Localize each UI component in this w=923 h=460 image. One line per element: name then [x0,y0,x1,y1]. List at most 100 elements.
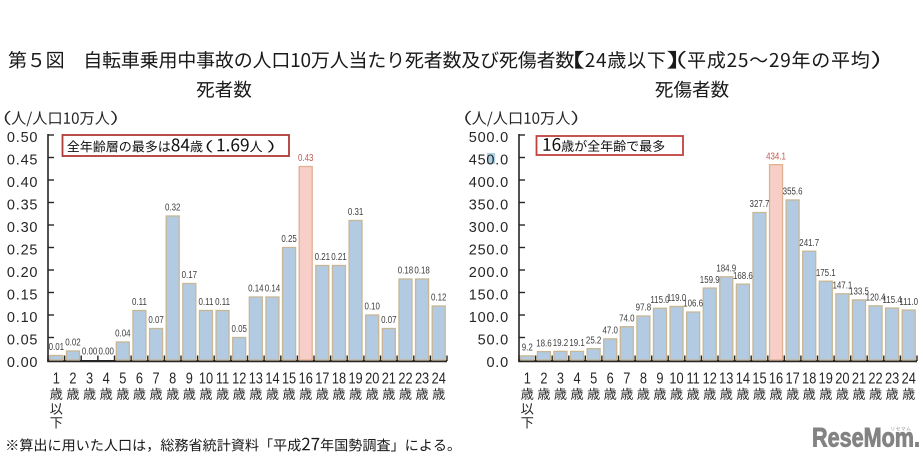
svg-text:0.25: 0.25 [281,233,296,244]
svg-text:4: 4 [573,370,580,388]
svg-text:6: 6 [136,370,143,388]
svg-text:14: 14 [736,370,750,388]
svg-text:7: 7 [623,370,630,388]
svg-text:23: 23 [885,370,899,388]
svg-text:0.01: 0.01 [49,341,64,352]
svg-text:0.31: 0.31 [348,206,363,217]
svg-text:13: 13 [249,370,263,388]
svg-text:19.1: 19.1 [569,337,584,348]
svg-text:350.0: 350.0 [469,197,509,213]
svg-text:450.0: 450.0 [469,152,509,168]
svg-text:23: 23 [415,370,429,388]
svg-text:17: 17 [315,370,329,388]
svg-text:3: 3 [86,370,93,388]
svg-text:168.6: 168.6 [733,270,753,281]
svg-text:0.04: 0.04 [115,328,130,339]
svg-text:11: 11 [216,370,229,388]
svg-text:18.6: 18.6 [536,337,551,348]
svg-text:0.10: 0.10 [7,310,38,326]
svg-text:16: 16 [769,370,783,388]
svg-text:300.0: 300.0 [469,220,509,236]
svg-text:18: 18 [802,370,816,388]
svg-text:12: 12 [232,370,246,388]
svg-text:0.15: 0.15 [7,287,38,303]
svg-text:147.1: 147.1 [832,280,852,291]
svg-text:0.02: 0.02 [65,337,80,348]
svg-text:175.1: 175.1 [816,267,836,278]
svg-text:0.0: 0.0 [486,355,509,371]
svg-text:0.18: 0.18 [398,265,413,276]
svg-text:8: 8 [640,370,647,388]
svg-text:115.0: 115.0 [650,294,669,305]
svg-text:0.21: 0.21 [315,251,330,262]
svg-text:22: 22 [868,370,882,388]
svg-text:0.20: 0.20 [7,265,38,281]
svg-text:17: 17 [786,370,800,388]
svg-text:0.11: 0.11 [215,296,230,307]
svg-text:0.43: 0.43 [298,152,313,163]
svg-text:106.6: 106.6 [683,298,703,309]
svg-text:0.12: 0.12 [431,292,446,303]
svg-text:13: 13 [719,370,733,388]
svg-text:22: 22 [398,370,412,388]
svg-text:0.07: 0.07 [381,314,396,325]
svg-text:0.35: 0.35 [7,197,38,213]
svg-text:120.4: 120.4 [866,292,886,303]
svg-text:12: 12 [703,370,717,388]
svg-text:0.07: 0.07 [148,314,163,325]
svg-text:0.10: 0.10 [364,301,379,312]
svg-text:500.0: 500.0 [469,130,509,146]
svg-text:20: 20 [365,370,379,388]
svg-text:0.40: 0.40 [7,175,38,191]
svg-text:6: 6 [607,370,614,388]
svg-text:0.17: 0.17 [182,269,197,280]
svg-text:9: 9 [186,370,193,388]
svg-text:5: 5 [590,370,597,388]
svg-text:25.2: 25.2 [586,334,601,345]
svg-text:119.0: 119.0 [667,292,686,303]
svg-text:0.30: 0.30 [7,220,38,236]
svg-text:0.05: 0.05 [231,323,246,334]
svg-text:74.0: 74.0 [619,312,634,323]
svg-text:2: 2 [540,370,547,388]
svg-text:159.9: 159.9 [700,274,720,285]
svg-text:4: 4 [103,370,110,388]
svg-text:0.11: 0.11 [132,296,147,307]
svg-text:0.05: 0.05 [7,332,38,348]
svg-text:184.9: 184.9 [716,263,736,274]
svg-text:1: 1 [53,370,60,388]
svg-text:15: 15 [752,370,766,388]
svg-text:7: 7 [153,370,160,388]
svg-text:327.7: 327.7 [750,198,770,209]
svg-text:100.0: 100.0 [469,310,509,326]
svg-text:0.18: 0.18 [414,265,429,276]
svg-text:15: 15 [282,370,296,388]
svg-text:2: 2 [69,370,76,388]
svg-text:50.0: 50.0 [478,332,509,348]
svg-text:ReseMom.: ReseMom. [812,423,920,453]
svg-text:115.4: 115.4 [882,294,901,305]
svg-text:18: 18 [332,370,346,388]
svg-text:9.2: 9.2 [522,342,533,353]
svg-text:0.00: 0.00 [7,355,38,371]
svg-text:10: 10 [669,370,683,388]
svg-text:10: 10 [199,370,213,388]
svg-text:11: 11 [686,370,699,388]
svg-text:150.0: 150.0 [469,287,509,303]
svg-text:250.0: 250.0 [469,242,509,258]
svg-text:0.00: 0.00 [98,346,113,357]
svg-text:241.7: 241.7 [799,237,819,248]
svg-text:5: 5 [119,370,126,388]
svg-text:200.0: 200.0 [469,265,509,281]
svg-text:434.1: 434.1 [766,150,786,161]
svg-text:0.14: 0.14 [265,283,280,294]
svg-text:1: 1 [524,370,531,388]
svg-text:355.6: 355.6 [783,186,803,197]
svg-text:14: 14 [265,370,279,388]
svg-text:19: 19 [348,370,362,388]
svg-text:0.45: 0.45 [7,152,38,168]
svg-text:19.2: 19.2 [553,337,568,348]
svg-text:24: 24 [902,370,916,388]
svg-text:3: 3 [557,370,564,388]
svg-text:20: 20 [835,370,849,388]
